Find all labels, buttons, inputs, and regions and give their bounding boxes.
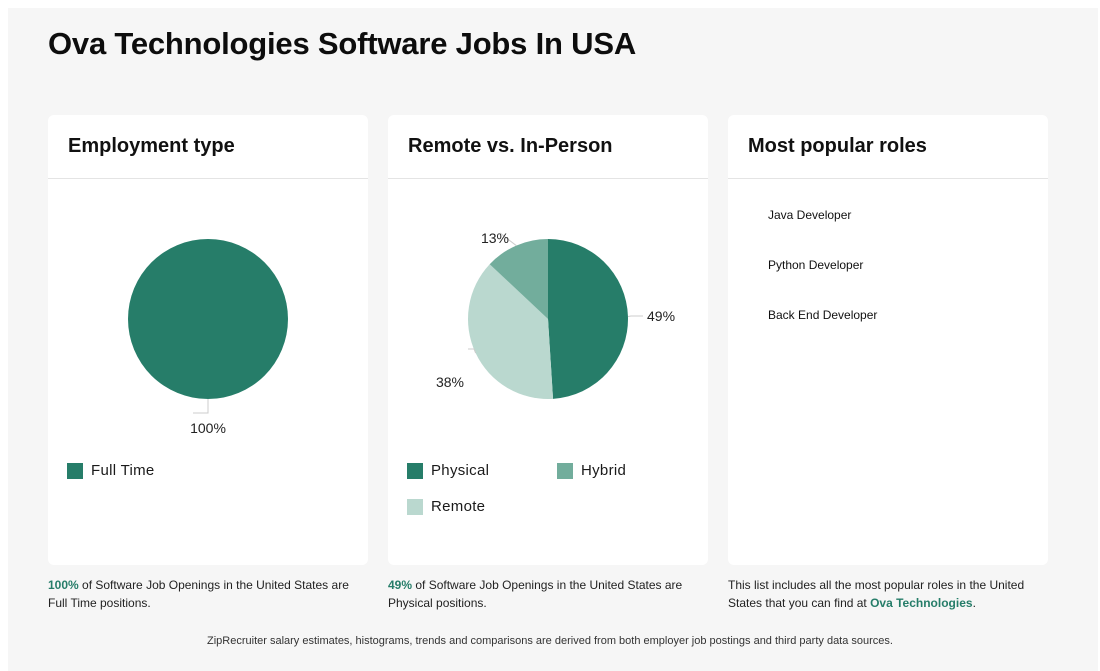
legend-item-physical: Physical: [407, 462, 489, 479]
legend-item-remote: Remote: [407, 498, 485, 515]
employment-pie-chart: 100%: [128, 239, 288, 436]
caption-text: of Software Job Openings in the United S…: [388, 578, 683, 610]
employment-caption: 100% of Software Job Openings in the Uni…: [48, 576, 358, 612]
page-title: Ova Technologies Software Jobs In USA: [48, 26, 637, 61]
leader-line: [468, 348, 477, 354]
footer-disclaimer: ZipRecruiter salary estimates, histogram…: [207, 635, 893, 647]
pie-slice-hybrid: [489, 239, 548, 319]
roles-caption: This list includes all the most popular …: [728, 576, 1048, 612]
remote-pie-chart: 49% 38% 13%: [436, 230, 675, 399]
legend-item-full-time: Full Time: [67, 462, 155, 479]
caption-highlight: 49%: [388, 578, 413, 592]
card-title: Most popular roles: [748, 135, 927, 157]
pie-slice-physical: [548, 239, 628, 399]
role-item[interactable]: Python Developer: [768, 258, 864, 272]
company-link[interactable]: Ova Technologies: [870, 596, 973, 610]
employment-type-card: Employment type 100% Full Time: [48, 115, 368, 565]
popular-roles-card: Most popular roles Java Developer Python…: [728, 115, 1048, 565]
caption-text: This list includes all the most popular …: [728, 578, 1025, 610]
legend-swatch: [67, 462, 83, 479]
legend-swatch: [407, 462, 423, 479]
divider: [48, 178, 368, 179]
legend-label: Remote: [431, 498, 486, 515]
legend-swatch: [557, 462, 573, 479]
legend-label: Full Time: [91, 462, 155, 479]
pie-label-full-time: 100%: [190, 420, 226, 436]
card-title: Employment type: [68, 135, 235, 157]
role-item[interactable]: Back End Developer: [768, 308, 878, 322]
pie-label-hybrid: 13%: [481, 230, 509, 246]
legend-label: Hybrid: [581, 462, 627, 479]
pie-slice-remote: [468, 264, 554, 399]
legend-item-hybrid: Hybrid: [557, 462, 626, 479]
card-title: Remote vs. In-Person: [408, 135, 613, 157]
legend-label: Physical: [431, 462, 490, 479]
leader-line: [499, 232, 517, 246]
role-item[interactable]: Java Developer: [768, 208, 852, 222]
pie-label-physical: 49%: [647, 308, 675, 324]
caption-text: of Software Job Openings in the United S…: [48, 578, 349, 610]
remote-vs-in-person-card: Remote vs. In-Person 49% 38% 13% Physical …: [388, 115, 708, 565]
legend-swatch: [407, 498, 423, 515]
divider: [728, 178, 1048, 179]
caption-highlight: 100%: [48, 578, 79, 592]
leader-line: [193, 399, 209, 414]
divider: [388, 178, 708, 179]
remote-caption: 49% of Software Job Openings in the Unit…: [388, 576, 698, 612]
caption-text-end: .: [972, 596, 976, 610]
pie-label-remote: 38%: [436, 374, 464, 390]
pie-slice-full-time: [128, 239, 288, 399]
